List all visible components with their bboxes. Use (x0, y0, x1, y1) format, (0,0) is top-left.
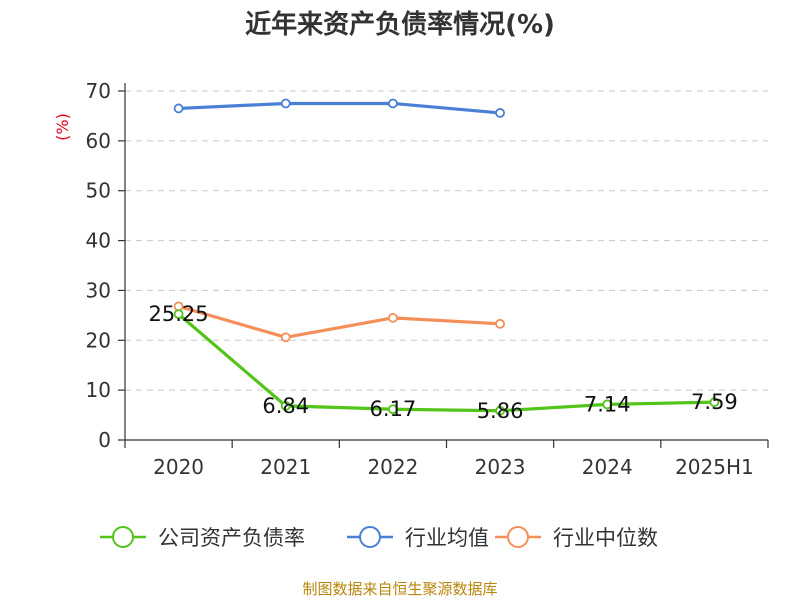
data-point (280, 400, 291, 411)
series-line (177, 312, 715, 413)
x-tick-label: 2024 (582, 455, 633, 479)
y-tick-label: 40 (86, 229, 111, 253)
grid (125, 90, 768, 391)
data-point (280, 98, 291, 109)
x-tick-label: 2023 (475, 455, 526, 479)
legend: 公司资产负债率 行业均值 行业中位数 (100, 526, 658, 550)
data-point (709, 397, 720, 408)
y-tick-label: 70 (86, 79, 111, 103)
y-tick-label: 50 (86, 179, 111, 203)
data-point (388, 98, 398, 109)
x-tick-label: 2022 (367, 455, 418, 479)
series-line (178, 101, 501, 115)
y-tick-label: 60 (86, 129, 111, 153)
data-point (280, 332, 291, 343)
legend-swatch-marker (507, 526, 529, 548)
data-point (173, 103, 184, 114)
source-note: 制图数据来自恒生聚源数据库 (302, 580, 497, 598)
data-point (388, 404, 398, 415)
legend-swatch-marker (112, 526, 134, 548)
data-label: 7.59 (691, 390, 738, 414)
y-tick-label: 20 (86, 328, 111, 352)
data-point (602, 399, 613, 410)
y-axis-label: (%) (53, 113, 72, 141)
legend-label: 行业中位数 (553, 526, 658, 550)
axes: 0 10 20 30 40 50 60 70 2020 2021 2022 2023 2024 2025H… (86, 79, 769, 479)
series-line (178, 304, 501, 339)
x-tick-label: 2021 (260, 455, 311, 479)
data-point (173, 309, 184, 320)
x-tick-label: 2020 (153, 455, 204, 479)
data-label: 25.25 (149, 302, 209, 326)
y-tick-label: 10 (86, 378, 111, 402)
data-point (495, 108, 505, 118)
data-point (495, 405, 505, 416)
data-label: 6.17 (370, 397, 417, 421)
y-tick-label: 0 (98, 428, 111, 452)
y-tick-label: 30 (86, 278, 111, 302)
x-tick-label: 2025H1 (675, 455, 754, 479)
chart-title: 近年来资产负债率情况(%) (245, 9, 555, 40)
data-labels: 25.25 6.84 6.17 5.86 7.14 7.59 (149, 302, 738, 423)
legend-swatch-marker (359, 526, 381, 548)
legend-label: 行业均值 (405, 526, 489, 550)
series-group (173, 98, 720, 416)
data-point (495, 318, 505, 329)
legend-label: 公司资产负债率 (158, 526, 305, 550)
data-label: 7.14 (584, 392, 631, 416)
data-label: 5.86 (477, 399, 524, 423)
data-point (388, 312, 398, 323)
data-label: 6.84 (262, 394, 309, 418)
